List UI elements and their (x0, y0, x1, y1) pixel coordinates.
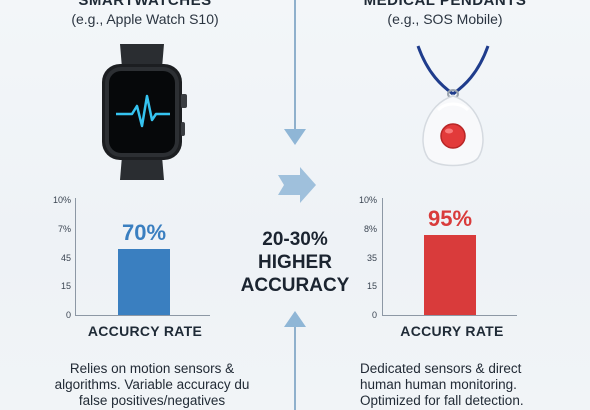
divider-line-top (294, 0, 296, 135)
left-accuracy-bar (118, 249, 170, 315)
right-subtitle: (e.g., SOS Mobile) (387, 11, 503, 27)
smartwatch-icon (102, 44, 187, 180)
right-bar-value-label: 95% (427, 206, 473, 231)
callout-line: HIGHER (258, 252, 332, 273)
right-tick-label: 8% (363, 224, 377, 234)
right-title: MEDICAL PENDANTS (363, 0, 527, 9)
medical-pendant-icon (416, 45, 490, 167)
right-tick-label: 35 (366, 253, 377, 263)
left-description-line: Relies on motion sensors & (69, 361, 235, 376)
left-tick-label: 7% (57, 224, 71, 234)
right-chart-y-axis (382, 198, 383, 315)
right-description: Dedicated sensors & direct human human m… (360, 361, 590, 409)
right-description-line: human human monitoring. (360, 377, 517, 392)
left-description-line: algorithms. Variable accuracy du (54, 377, 250, 392)
left-chart-y-axis (75, 198, 76, 315)
left-tick-label: 10% (52, 195, 71, 205)
left-tick-label: 15 (60, 281, 71, 291)
arrow-up-icon (284, 311, 306, 327)
left-bar-value-label: 70% (121, 220, 167, 245)
divider-line-bottom (294, 325, 296, 410)
left-title: SMARTWATCHES (78, 0, 212, 9)
arrow-right-icon (278, 167, 316, 203)
arrows-graphic (278, 129, 316, 327)
left-description: Relies on motion sensors & algorithms. V… (32, 361, 272, 409)
right-description-line: Optimized for fall detection. (360, 393, 524, 408)
right-accuracy-bar (424, 235, 476, 315)
left-rate-label: ACCURCY RATE (87, 323, 203, 339)
left-tick-label: 45 (60, 253, 71, 263)
left-subtitle: (e.g., Apple Watch S10) (71, 11, 219, 27)
accuracy-difference-callout: 20-30% HIGHER ACCURACY (225, 228, 365, 297)
right-chart-x-axis (382, 315, 517, 316)
left-tick-label: 0 (65, 310, 71, 320)
left-chart-x-axis (75, 315, 210, 316)
right-tick-label: 10% (358, 195, 377, 205)
arrow-down-icon (284, 129, 306, 145)
right-tick-label: 0 (371, 310, 377, 320)
right-tick-label: 15 (366, 281, 377, 291)
right-description-line: Dedicated sensors & direct (360, 361, 522, 376)
left-description-line: false positives/negatives (78, 393, 226, 408)
callout-line: 20-30% (262, 229, 328, 250)
right-rate-label: ACCURY RATE (400, 323, 504, 339)
callout-line: ACCURACY (240, 275, 350, 296)
